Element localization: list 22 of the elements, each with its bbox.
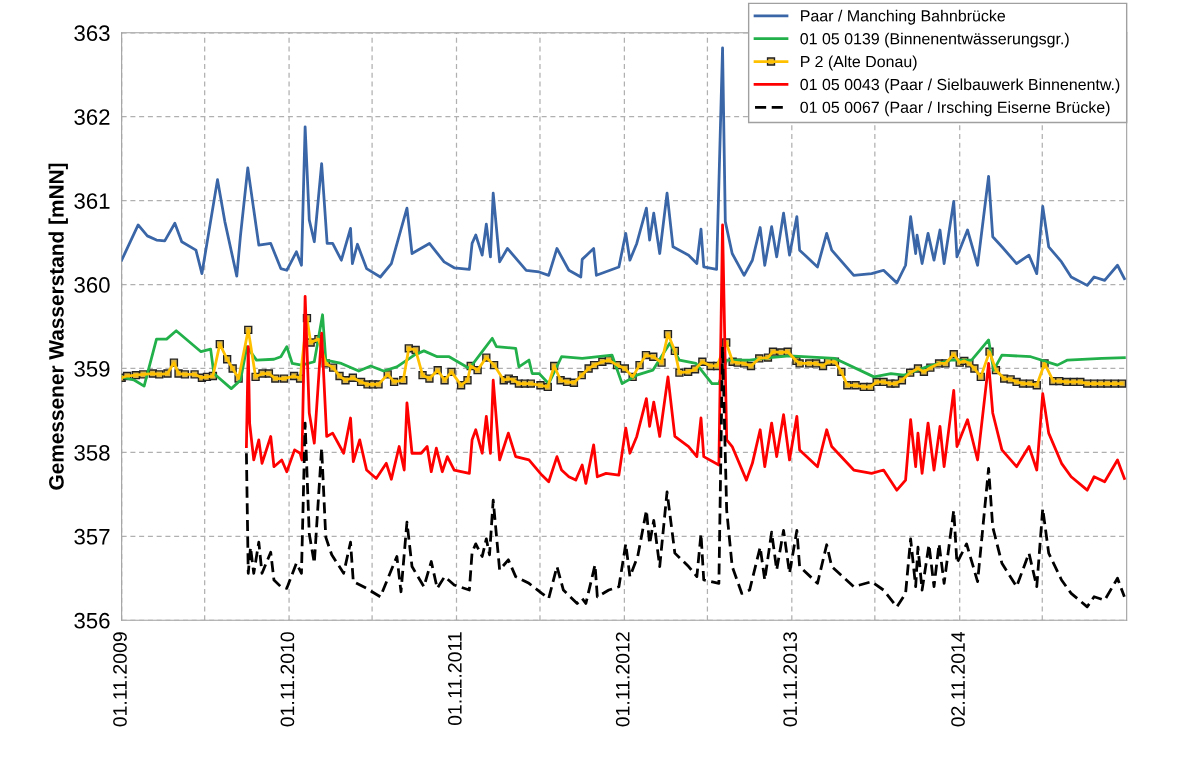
x-tick-label: 01.11.2009 (113, 632, 127, 727)
y-tick-label: 358 (74, 444, 110, 461)
y-tick-label: 363 (74, 25, 110, 42)
y-tick-label: 360 (74, 277, 110, 293)
line-series (121, 46, 1126, 287)
legend-label: 01 05 0043 (Paar / Sielbauwerk Binnenentw.) (800, 78, 1120, 94)
y-tick-label: 356 (74, 612, 110, 629)
legend-label: Paar / Manching Bahnbrücke (801, 9, 1006, 25)
legend-label: P 2 (Alte Donau) (801, 55, 917, 71)
y-tick-label: 357 (74, 528, 110, 545)
legend-label: 01 05 0067 (Paar / Irsching Eiserne Brücke) (800, 101, 1110, 117)
y-tick-label: 361 (74, 193, 110, 209)
line-series (245, 223, 1126, 492)
x-tick-label: 01.11.2012 (615, 632, 630, 727)
x-tick-label: 01.11.2010 (280, 632, 295, 727)
y-tick-label: 362 (74, 109, 110, 125)
y-axis-title: Gemessener Wasserstand [mNN] (48, 163, 68, 490)
y-tick-label: 359 (74, 361, 110, 377)
legend-label: 01 05 0139 (Binnenentwässerungsgr.) (800, 32, 1069, 48)
x-tick-label: 01.11.2011 (447, 632, 462, 726)
x-tick-label: 01.11.2013 (783, 632, 798, 727)
x-tick-label: 02.11.2014 (951, 631, 965, 727)
